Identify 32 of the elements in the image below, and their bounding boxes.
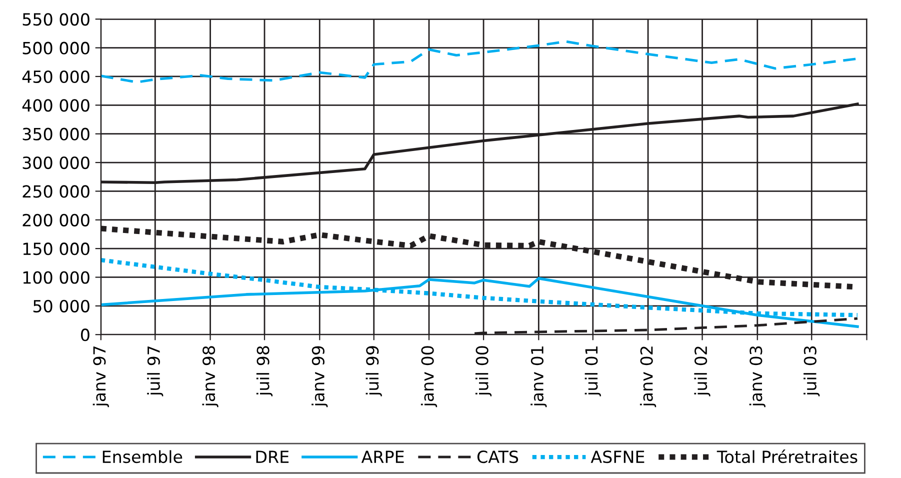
y-tick-label: 550 000 [22,13,90,26]
legend-label: ASFNE [590,450,644,464]
x-tick-label: janv 02 [640,346,656,408]
legend-label: ARPE [361,450,404,463]
x-tick-label: juil 97 [147,346,164,396]
x-tick-label: janv 01 [530,346,547,408]
y-tick-label: 50 000 [33,300,90,312]
y-tick-label: 250 000 [22,185,90,198]
legend-label: Ensemble [102,450,182,464]
y-tick-label: 300 000 [22,156,90,170]
y-tick-label: 400 000 [22,99,90,112]
x-tick-label: janv 03 [749,346,766,408]
x-tick-label: juil 03 [804,346,820,396]
x-tick-label: janv 99 [312,346,328,408]
x-tick-label: janv 97 [92,346,109,408]
legend-label: Total Préretraites [716,450,858,464]
legend-label: DRE [256,450,289,463]
y-tick-label: 150 000 [23,242,90,256]
x-tick-label: juil 98 [256,346,273,396]
legend-label: CATS [477,450,518,464]
y-tick-label: 200 000 [22,214,90,226]
y-tick-label: 350 000 [22,128,90,140]
x-tick-label: janv 98 [202,346,218,408]
y-tick-label: 0 [80,328,90,342]
y-tick-label: 450 000 [22,70,90,84]
x-tick-label: juil 02 [694,346,710,396]
x-tick-label: juil 00 [475,346,492,396]
x-tick-label: juil 01 [584,346,601,396]
x-tick-label: janv 00 [420,346,438,408]
x-tick-label: juil 99 [366,346,382,396]
y-tick-label: 100 000 [23,271,90,284]
y-tick-label: 500 000 [22,42,90,54]
